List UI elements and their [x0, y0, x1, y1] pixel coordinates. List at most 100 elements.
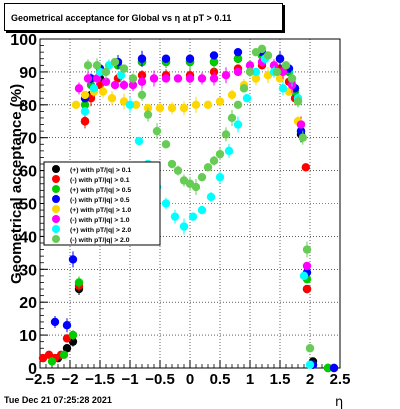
- x-axis-label: η: [335, 395, 343, 409]
- x-tick-label: 1: [246, 371, 254, 388]
- data-point: [167, 159, 177, 169]
- y-axis-label: Geometrical acceptance (%): [8, 84, 25, 284]
- data-point: [215, 149, 225, 159]
- data-point: [302, 245, 312, 254]
- data-point: [269, 61, 279, 70]
- data-point: [203, 100, 213, 110]
- data-point: [116, 70, 126, 80]
- series-5: [74, 57, 312, 271]
- legend-marker: [52, 235, 60, 243]
- data-point: [305, 360, 315, 369]
- legend-entry: (+) with pT/|q| > 1.0: [70, 207, 131, 214]
- x-axis: −2.5 −2 −1.5 −1 −0.5 0 0.5 1 1.5 2 2.5: [25, 360, 350, 388]
- data-point: [278, 84, 288, 93]
- data-point: [305, 344, 315, 353]
- data-point: [71, 100, 81, 110]
- data-point: [224, 146, 234, 156]
- x-tick-label: −0.5: [145, 371, 175, 388]
- data-point: [68, 255, 78, 264]
- data-point: [185, 54, 195, 63]
- data-point: [263, 51, 273, 60]
- data-point: [62, 344, 72, 353]
- data-point: [161, 199, 171, 208]
- data-point: [47, 357, 57, 366]
- data-point: [221, 130, 231, 139]
- data-point: [89, 84, 99, 93]
- data-point: [74, 278, 84, 287]
- data-point: [62, 321, 72, 330]
- y-axis: 0 10 20 30 40 50 60 70 80 90 100: [10, 32, 48, 378]
- legend-entry: (-) with pT/|q| > 0.5: [70, 197, 130, 204]
- data-point: [203, 163, 213, 172]
- y-tick-label: 10: [19, 328, 37, 345]
- data-point: [293, 97, 303, 106]
- data-point: [161, 54, 171, 63]
- data-point: [275, 54, 285, 63]
- data-point: [173, 74, 183, 83]
- legend-marker: [52, 185, 60, 193]
- legend-marker: [52, 205, 60, 213]
- x-tick-label: −2.5: [25, 371, 55, 388]
- y-tick-label: 100: [10, 32, 37, 49]
- y-tick-label: 40: [19, 229, 37, 246]
- data-point: [197, 172, 207, 182]
- x-tick-label: 1.5: [270, 371, 291, 388]
- legend-entry: (+) with pT/|q| > 0.1: [70, 167, 131, 174]
- data-point: [80, 107, 90, 116]
- data-point: [278, 67, 288, 77]
- y-tick-label: 80: [19, 98, 37, 115]
- legend-entry: (+) with pT/|q| > 0.5: [70, 187, 131, 194]
- chart-title: Geometrical acceptance for Global vs η a…: [4, 3, 283, 31]
- data-point: [233, 67, 243, 77]
- legend-entry: (-) with pT/|q| > 1.0: [70, 217, 130, 224]
- data-point: [209, 57, 219, 67]
- data-point: [191, 100, 201, 110]
- data-point: [233, 47, 243, 57]
- data-point: [110, 80, 120, 90]
- legend-entry: (+) with pT/|q| > 2.0: [70, 227, 131, 234]
- data-point: [161, 74, 171, 83]
- data-point: [167, 103, 177, 113]
- data-point: [323, 363, 333, 373]
- data-point: [137, 90, 147, 100]
- data-point: [131, 100, 141, 110]
- data-point: [197, 74, 207, 83]
- data-point: [221, 70, 231, 80]
- data-point: [242, 94, 252, 103]
- data-point: [74, 84, 84, 93]
- y-tick-label: 90: [19, 65, 37, 82]
- data-point: [275, 74, 285, 83]
- data-point: [233, 54, 243, 63]
- data-point: [245, 61, 255, 70]
- legend-marker: [52, 225, 60, 233]
- data-point: [302, 261, 312, 271]
- data-point: [101, 67, 111, 77]
- data-point: [227, 113, 237, 123]
- data-point: [170, 212, 180, 221]
- data-point: [80, 100, 90, 110]
- data-point: [251, 67, 261, 77]
- y-tick-label: 70: [19, 131, 37, 148]
- data-point: [128, 80, 138, 90]
- data-point: [149, 74, 159, 83]
- data-point: [80, 117, 90, 126]
- data-point: [227, 90, 237, 100]
- data-point: [299, 271, 309, 281]
- x-tick-label: −2: [61, 371, 78, 388]
- y-tick-label: 20: [19, 295, 37, 312]
- x-tick-label: 0: [186, 371, 194, 388]
- data-point: [302, 284, 312, 294]
- data-point: [137, 54, 147, 63]
- data-point: [185, 74, 195, 83]
- legend-entry: (-) with pT/|q| > 2.0: [70, 237, 130, 244]
- legend: (+) with pT/|q| > 0.1 (-) with pT/|q| > 0…: [43, 161, 161, 246]
- data-point: [233, 100, 243, 110]
- data-point: [179, 222, 189, 231]
- y-tick-label: 30: [19, 262, 37, 279]
- data-point: [92, 74, 102, 83]
- x-tick-label: 2.5: [330, 371, 351, 388]
- data-point: [59, 350, 69, 360]
- legend-box: [43, 161, 161, 246]
- data-point: [143, 110, 153, 119]
